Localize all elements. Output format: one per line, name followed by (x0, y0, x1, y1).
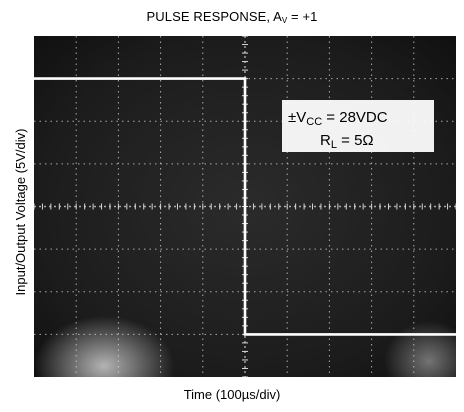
chart-title: PULSE RESPONSE, AV = +1 (146, 9, 318, 25)
annotation-background (282, 100, 434, 152)
annotation-box: ±VCC = 28VDC RL = 5Ω (282, 100, 434, 152)
x-axis-label: Time (100µs/div) (183, 387, 281, 402)
supply-annotation: ±VCC = 28VDC (288, 109, 388, 128)
trace-group (34, 77, 456, 336)
oscilloscope-screen: ±VCC = 28VDC RL = 5Ω (34, 36, 456, 377)
load-annotation: RL = 5Ω (320, 132, 374, 151)
trace-line-0 (34, 77, 456, 336)
y-axis-label: Input/Output Voltage (5V/div) (13, 128, 28, 296)
screen-glare-left (34, 316, 174, 377)
